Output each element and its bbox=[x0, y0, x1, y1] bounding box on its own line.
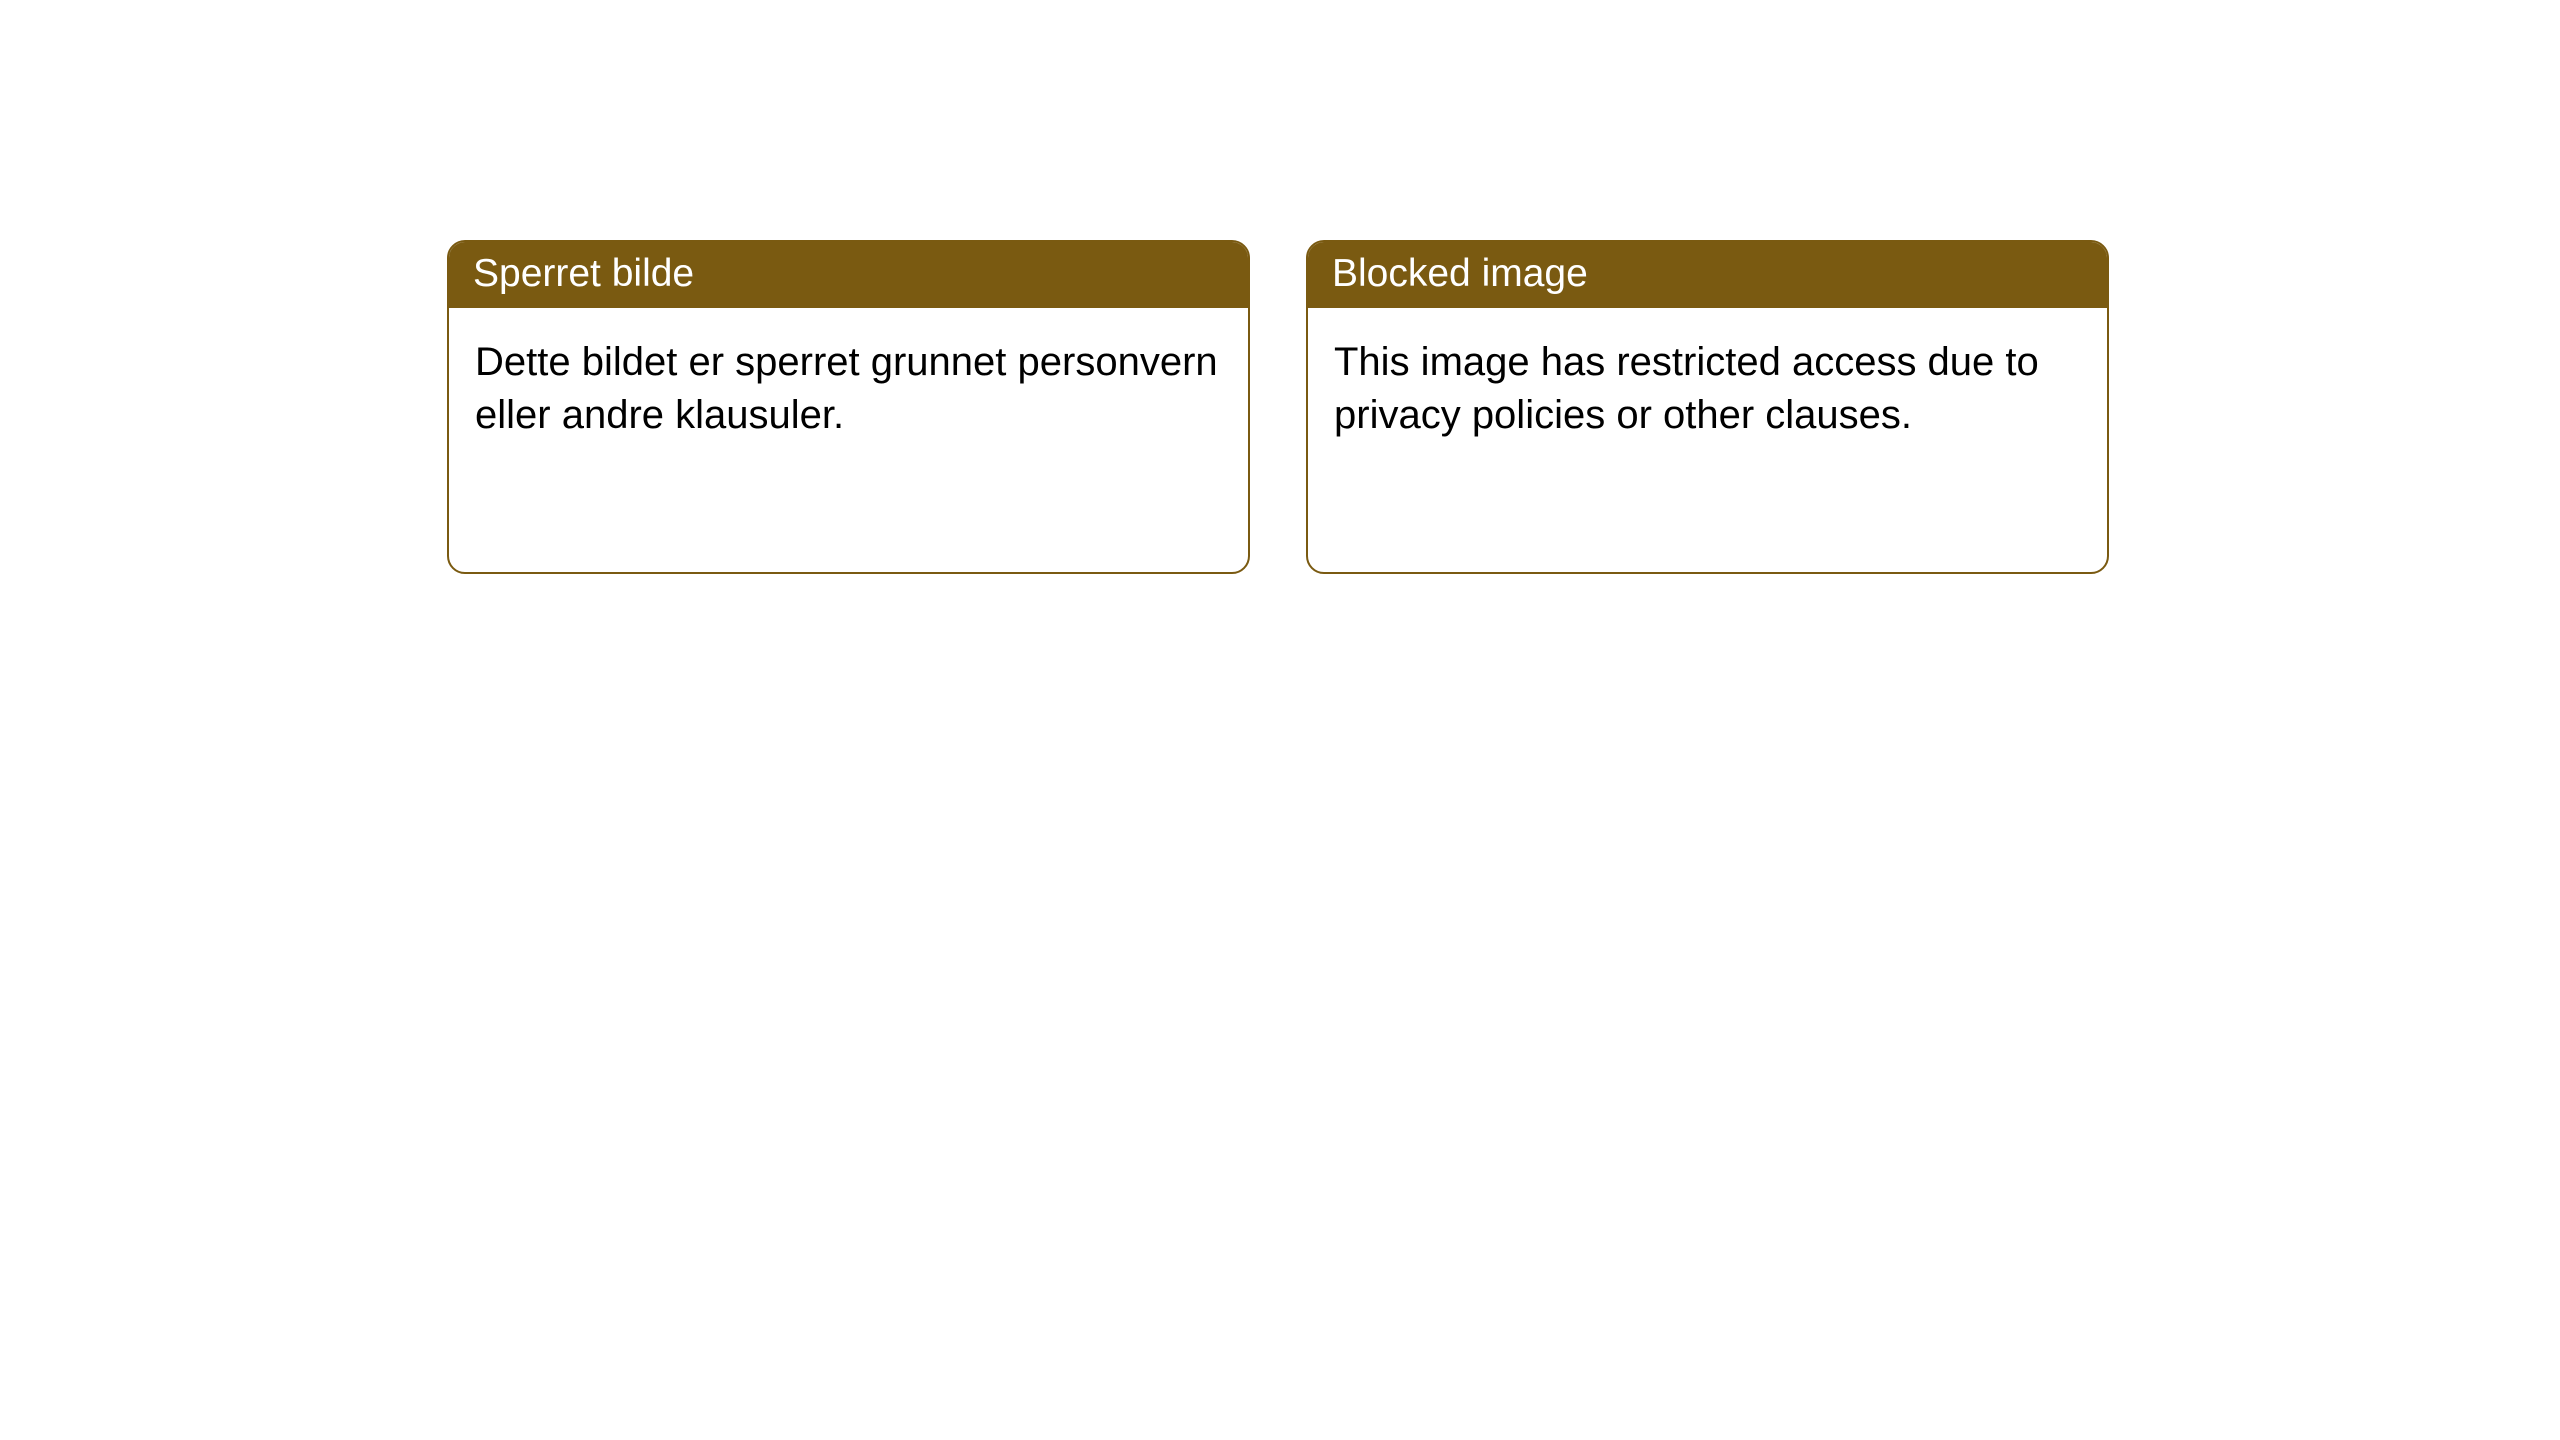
notice-body: This image has restricted access due to … bbox=[1308, 308, 2107, 470]
notice-header: Sperret bilde bbox=[449, 242, 1248, 308]
notice-body: Dette bildet er sperret grunnet personve… bbox=[449, 308, 1248, 470]
notice-card-english: Blocked image This image has restricted … bbox=[1306, 240, 2109, 574]
notice-card-norwegian: Sperret bilde Dette bildet er sperret gr… bbox=[447, 240, 1250, 574]
notice-header: Blocked image bbox=[1308, 242, 2107, 308]
notice-container: Sperret bilde Dette bildet er sperret gr… bbox=[0, 0, 2560, 574]
